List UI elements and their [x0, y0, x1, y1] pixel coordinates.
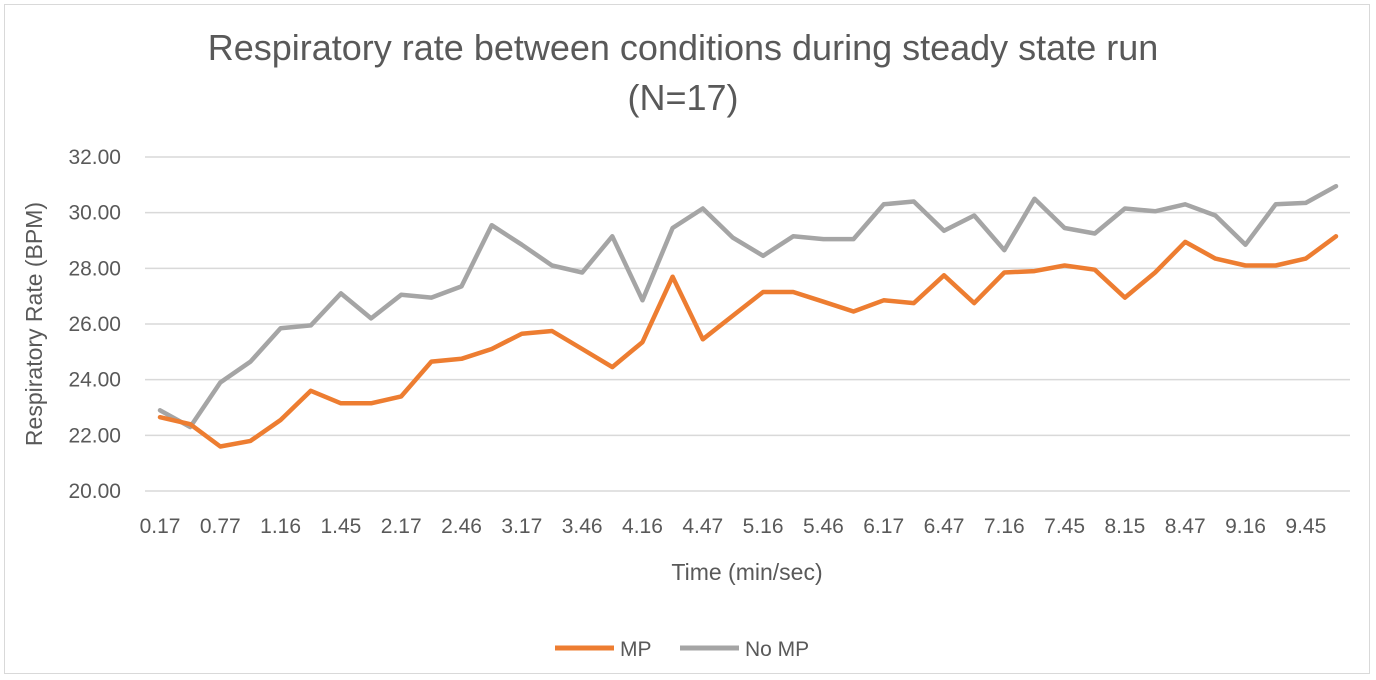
x-tick-label: 4.47 — [682, 515, 723, 538]
x-tick-label: 2.46 — [441, 515, 482, 538]
chart-title-line-1: Respiratory rate between conditions duri… — [208, 27, 1159, 68]
x-tick-label: 5.46 — [803, 515, 844, 538]
series-line-no-mp — [157, 183, 1339, 430]
x-tick-label: 7.16 — [984, 515, 1025, 538]
x-tick-label: 3.46 — [562, 515, 603, 538]
x-tick-label: 8.15 — [1104, 515, 1145, 538]
x-tick-label: 6.47 — [924, 515, 965, 538]
y-tick-label: 30.00 — [68, 202, 121, 225]
y-axis-label: Respiratory Rate (BPM) — [21, 202, 47, 446]
x-tick-label: 0.17 — [140, 515, 181, 538]
series-line-mp — [157, 234, 1339, 449]
legend-label-mp: MP — [620, 638, 652, 661]
x-tick-label: 1.45 — [320, 515, 361, 538]
x-tick-label: 9.45 — [1285, 515, 1326, 538]
x-tick-label: 5.16 — [743, 515, 784, 538]
x-tick-label: 6.17 — [863, 515, 904, 538]
y-tick-label: 32.00 — [68, 146, 121, 169]
chart-title-line-2: (N=17) — [627, 77, 738, 118]
legend: MP No MP — [555, 638, 809, 661]
x-axis-tick-labels: 0.17 0.77 1.16 1.45 2.17 2.46 3.17 3.46 4.16 4.47… — [140, 515, 1327, 538]
x-axis-label: Time (min/sec) — [671, 559, 822, 585]
y-tick-label: 24.00 — [68, 369, 121, 392]
y-tick-label: 20.00 — [68, 480, 121, 503]
y-tick-label: 22.00 — [68, 424, 121, 447]
x-tick-label: 4.16 — [622, 515, 663, 538]
x-tick-label: 0.77 — [200, 515, 241, 538]
x-tick-label: 3.17 — [501, 515, 542, 538]
y-axis-tick-labels: 20.00 22.00 24.00 26.00 28.00 30.00 32.00 — [68, 146, 121, 503]
x-tick-label: 2.17 — [381, 515, 422, 538]
x-tick-label: 1.16 — [260, 515, 301, 538]
x-tick-label: 7.45 — [1044, 515, 1085, 538]
legend-label-no-mp: No MP — [745, 638, 809, 661]
chart-area — [4, 4, 1370, 674]
y-tick-label: 26.00 — [68, 313, 121, 336]
x-tick-label: 9.16 — [1225, 515, 1266, 538]
series-lines — [157, 183, 1339, 449]
x-tick-label: 8.47 — [1165, 515, 1206, 538]
y-tick-label: 28.00 — [68, 257, 121, 280]
